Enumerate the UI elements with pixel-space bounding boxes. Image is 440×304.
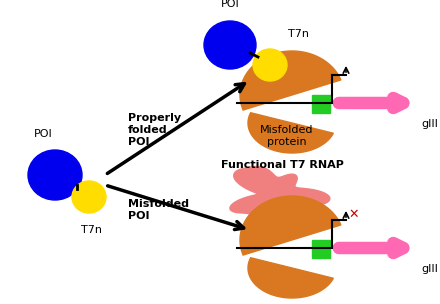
Bar — [312, 240, 330, 258]
Text: gIII: gIII — [422, 119, 438, 129]
Polygon shape — [248, 258, 334, 298]
Text: T7n: T7n — [287, 29, 308, 39]
Text: T7c: T7c — [293, 243, 311, 253]
Text: POI: POI — [220, 0, 239, 9]
Text: T7n: T7n — [81, 225, 102, 235]
Text: ✕: ✕ — [348, 208, 359, 220]
Text: POI: POI — [33, 129, 52, 139]
Text: gIII: gIII — [422, 264, 438, 274]
Ellipse shape — [72, 181, 106, 213]
Text: Misfolded
protein: Misfolded protein — [260, 126, 314, 147]
Bar — [312, 95, 330, 113]
Text: Misfolded
POI: Misfolded POI — [128, 199, 189, 221]
Ellipse shape — [253, 49, 287, 81]
Ellipse shape — [204, 21, 256, 69]
Polygon shape — [240, 51, 341, 110]
Ellipse shape — [28, 150, 82, 200]
Text: Properly
folded
POI: Properly folded POI — [128, 113, 181, 147]
Polygon shape — [230, 167, 330, 226]
Text: Functional T7 RNAP: Functional T7 RNAP — [220, 160, 344, 170]
Polygon shape — [240, 196, 341, 255]
Polygon shape — [248, 113, 334, 153]
Text: T7c: T7c — [293, 98, 311, 108]
